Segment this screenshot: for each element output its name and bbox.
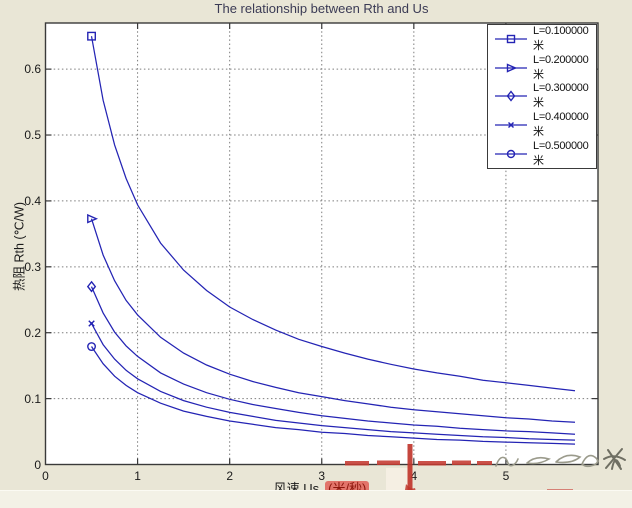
legend-label: L=0.500000米 — [533, 139, 589, 167]
x-tick-label: 5 — [502, 469, 510, 483]
legend-entry: L=0.200000米 — [488, 54, 596, 83]
y-axis-label: 热阻 Rth (℃/W) — [12, 201, 27, 292]
square-marker — [506, 35, 516, 44]
legend-entry: L=0.100000米 — [488, 25, 596, 54]
y-tick-label: 0.6 — [24, 62, 41, 77]
circle-marker — [506, 149, 516, 158]
legend-box[interactable]: L=0.100000米 L=0.200000米 L=0.300000米 L=0.400… — [487, 24, 597, 169]
y-tick-label: 0 — [34, 457, 41, 472]
square-marker — [87, 31, 96, 41]
chart-title: The relationship between Rth and Us — [214, 1, 429, 16]
x-tick-label: 0 — [42, 469, 49, 483]
legend-label: L=0.200000米 — [533, 53, 589, 81]
diamond-marker — [86, 280, 97, 293]
x-point-marker — [88, 320, 95, 327]
circle-marker — [87, 342, 96, 351]
legend-line-sample — [495, 35, 527, 44]
y-tick-label: 0.2 — [24, 325, 41, 340]
legend-entry: L=0.500000米 — [488, 139, 596, 168]
y-tick-label: 0.1 — [24, 391, 41, 406]
curve-L=0.400000米 — [90, 323, 576, 441]
x-tick-label: 3 — [318, 469, 326, 483]
x-tick-label: 1 — [134, 469, 141, 483]
legend-label: L=0.100000米 — [533, 25, 589, 53]
triangle-right-marker — [87, 213, 99, 224]
legend-line-sample — [495, 122, 527, 129]
x-point-marker — [508, 122, 514, 129]
legend-line-sample — [495, 90, 527, 103]
legend-entry: L=0.300000米 — [488, 82, 596, 111]
curve-L=0.200000米 — [90, 218, 576, 423]
legend-label: L=0.300000米 — [533, 82, 589, 110]
x-tick-label: 4 — [410, 469, 418, 483]
y-tick-label: 0.4 — [24, 193, 41, 208]
triangle-right-marker — [506, 63, 518, 73]
curve-L=0.300000米 — [90, 286, 576, 435]
legend-entry: L=0.400000米 — [488, 111, 596, 140]
curve-L=0.500000米 — [90, 346, 576, 445]
y-tick-label: 0.3 — [24, 259, 41, 274]
curve-L=0.100000米 — [90, 36, 576, 392]
bottom-strip — [0, 490, 632, 508]
legend-line-sample — [495, 63, 527, 73]
y-tick-label: 0.5 — [24, 128, 41, 143]
x-tick-label: 2 — [226, 469, 233, 483]
legend-line-sample — [495, 149, 527, 158]
diamond-marker — [506, 90, 516, 103]
legend-label: L=0.400000米 — [533, 111, 589, 139]
